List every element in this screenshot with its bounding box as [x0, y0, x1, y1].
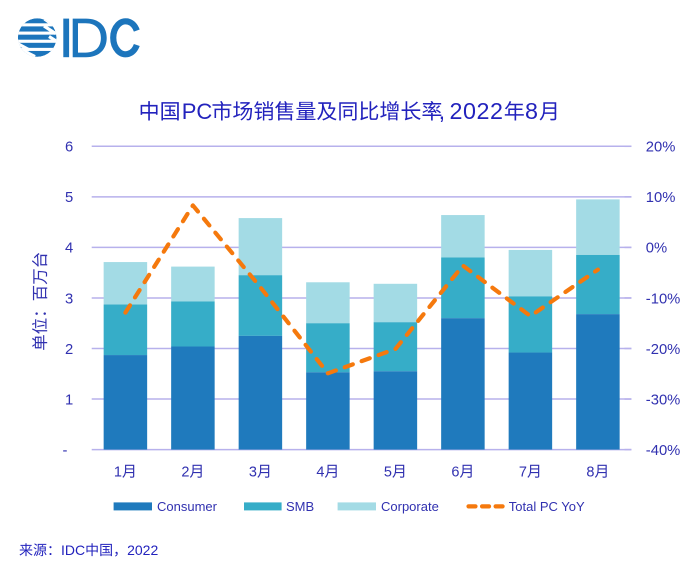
svg-text:6: 6: [451, 465, 459, 481]
svg-text:2022: 2022: [450, 98, 504, 124]
svg-text:5: 5: [65, 190, 73, 206]
svg-text:3: 3: [249, 465, 257, 481]
svg-text:4: 4: [65, 241, 73, 257]
svg-text:2: 2: [65, 342, 73, 358]
svg-text:Consumer: Consumer: [157, 499, 218, 514]
svg-text:-20%: -20%: [646, 342, 681, 358]
svg-text:-30%: -30%: [646, 392, 681, 408]
svg-text:1: 1: [114, 465, 122, 481]
svg-text:-10%: -10%: [646, 291, 681, 307]
svg-text:PC: PC: [182, 99, 213, 124]
svg-text:3: 3: [65, 291, 73, 307]
svg-text:6: 6: [65, 140, 73, 156]
svg-text:SMB: SMB: [286, 499, 314, 514]
svg-text:20%: 20%: [646, 140, 676, 156]
svg-text:Corporate: Corporate: [381, 499, 439, 514]
svg-text:7: 7: [519, 465, 527, 481]
svg-text:8: 8: [586, 465, 594, 481]
svg-text:,: ,: [439, 98, 445, 124]
svg-text:1: 1: [65, 392, 73, 408]
svg-text:8: 8: [525, 98, 538, 124]
svg-text:2: 2: [181, 465, 189, 481]
svg-text:IDC: IDC: [61, 542, 85, 558]
svg-text:4: 4: [316, 465, 324, 481]
svg-text:2022: 2022: [127, 542, 158, 558]
svg-text:Total PC YoY: Total PC YoY: [509, 499, 585, 514]
svg-text:5: 5: [384, 465, 392, 481]
svg-text:-: -: [63, 443, 68, 459]
svg-text:10%: 10%: [646, 190, 676, 206]
svg-text:-40%: -40%: [646, 443, 681, 459]
svg-text:0%: 0%: [646, 241, 667, 257]
